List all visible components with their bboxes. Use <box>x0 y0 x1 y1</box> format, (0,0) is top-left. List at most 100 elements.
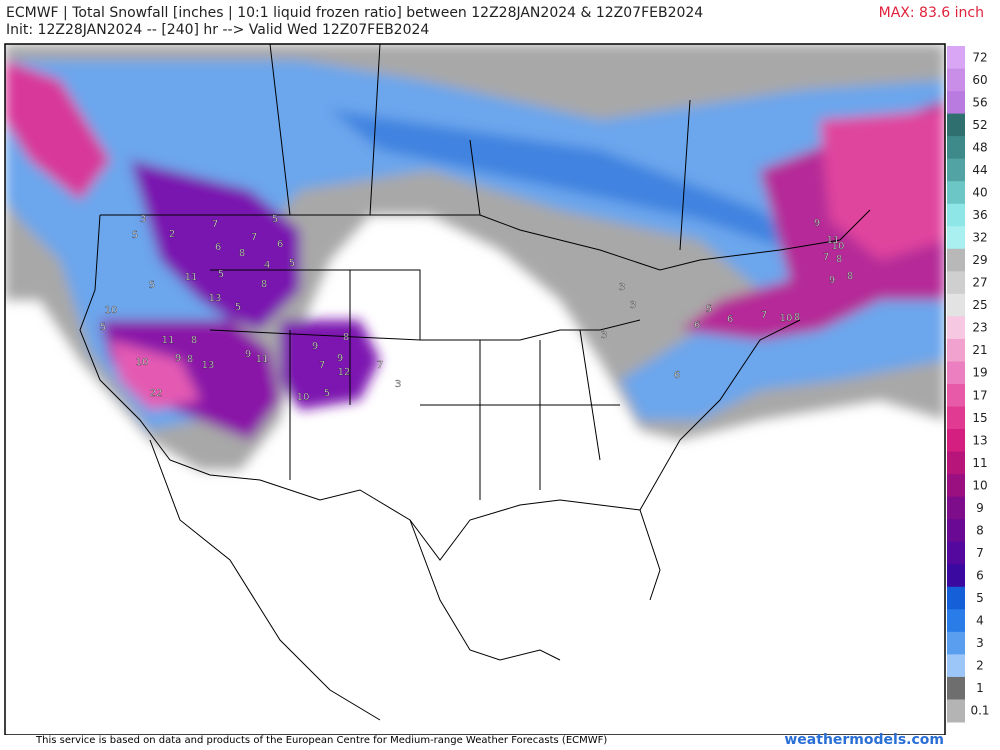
colorbar-swatch <box>947 91 965 115</box>
colorbar-label: 13 <box>972 433 987 447</box>
colorbar-swatch <box>947 181 965 205</box>
snow-field <box>5 44 945 470</box>
colorbar-swatch <box>947 248 965 272</box>
snow-label: 8 <box>794 312 800 323</box>
colorbar-swatch <box>947 158 965 182</box>
snow-label: 6 <box>727 314 733 325</box>
colorbar-label: 60 <box>972 73 987 87</box>
snow-label: 3 <box>619 282 625 293</box>
snow-label: 6 <box>277 239 283 250</box>
snow-label: 5 <box>132 230 138 241</box>
snow-label: 22 <box>150 388 163 399</box>
colorbar-label: 36 <box>972 208 987 222</box>
snow-label: 5 <box>272 214 278 225</box>
snow-label: 9 <box>312 341 318 352</box>
snow-label: 3 <box>395 379 401 390</box>
colorbar-swatch <box>947 316 965 340</box>
colorbar-swatch <box>947 361 965 385</box>
colorbar-label: 44 <box>972 163 987 177</box>
colorbar-swatch <box>947 496 965 520</box>
snow-label: 11 <box>185 272 198 283</box>
snow-label: 11 <box>162 335 175 346</box>
colorbar-swatch <box>947 474 965 498</box>
colorbar-swatch <box>947 429 965 453</box>
colorbar-label: 15 <box>972 411 987 425</box>
boundaries <box>79 44 871 721</box>
colorbar-label: 25 <box>972 298 987 312</box>
snow-label: 5 <box>100 322 106 333</box>
snow-label: 8 <box>343 332 349 343</box>
snow-label: 5 <box>149 280 155 291</box>
colorbar-label: 19 <box>972 366 987 380</box>
snow-label: 12 <box>338 367 351 378</box>
colorbar-label: 5 <box>976 591 984 605</box>
colorbar-swatch <box>947 541 965 565</box>
colorbar-label: 17 <box>972 388 987 402</box>
colorbar-swatch <box>947 293 965 317</box>
colorbar-swatch <box>947 699 965 723</box>
snow-label: 4 <box>264 260 270 271</box>
colorbar-label: 23 <box>972 321 987 335</box>
snow-label: 5 <box>324 388 330 399</box>
colorbar-swatch <box>947 113 965 137</box>
colorbar-label: 11 <box>972 456 987 470</box>
snow-label: 7 <box>251 232 257 243</box>
colorbar-label: 52 <box>972 118 987 132</box>
snow-label: 13 <box>209 293 222 304</box>
colorbar-label: 72 <box>972 50 987 64</box>
colorbar-swatch <box>947 136 965 160</box>
snow-label: 2 <box>169 229 175 240</box>
colorbar-label: 4 <box>976 614 984 628</box>
snow-label: 10 <box>136 357 149 368</box>
colorbar-swatch <box>947 676 965 700</box>
colorbar-label: 7 <box>976 546 984 560</box>
colorbar-swatch <box>947 46 965 70</box>
snow-label: 11 <box>827 235 840 246</box>
snow-label: 9 <box>245 349 251 360</box>
snow-label: 9 <box>814 218 820 229</box>
snow-label: 10 <box>105 305 118 316</box>
snow-label: 10 <box>780 313 793 324</box>
snow-label: 6 <box>694 320 700 331</box>
snow-label: 5 <box>289 258 295 269</box>
colorbar-swatch <box>947 519 965 543</box>
colorbar-swatch <box>947 68 965 92</box>
colorbar-swatch <box>947 451 965 475</box>
snow-label: 7 <box>761 310 767 321</box>
snow-label: 8 <box>261 279 267 290</box>
title: ECMWF | Total Snowfall [inches | 10:1 li… <box>6 5 704 21</box>
colorbar-swatch <box>947 406 965 430</box>
colorbar-label: 40 <box>972 185 987 199</box>
colorbar-swatch <box>947 226 965 250</box>
snow-label: 3 <box>140 214 146 225</box>
colorbar-label: 32 <box>972 231 987 245</box>
snow-label: 6 <box>674 370 680 381</box>
snow-label: 6 <box>215 242 221 253</box>
init-line: Init: 12Z28JAN2024 -- [240] hr --> Valid… <box>6 22 430 38</box>
snow-label: 11 <box>256 354 269 365</box>
snow-label: 8 <box>239 248 245 259</box>
colorbar-swatch <box>947 609 965 633</box>
snow-label: 9 <box>337 353 343 364</box>
snow-label: 8 <box>847 271 853 282</box>
snow-label: 5 <box>235 302 241 313</box>
colorbar-swatch <box>947 271 965 295</box>
snow-label: 8 <box>836 254 842 265</box>
snow-label: 7 <box>319 360 325 371</box>
snow-label: 3 <box>630 300 636 311</box>
max-value: MAX: 83.6 inch <box>878 5 984 21</box>
site-link[interactable]: weathermodels.com <box>784 732 944 748</box>
colorbar-label: 27 <box>972 276 987 290</box>
snow-label: 9 <box>829 275 835 286</box>
snow-label: 7 <box>823 252 829 263</box>
snow-label: 13 <box>202 360 215 371</box>
colorbar-swatch <box>947 654 965 678</box>
credit: This service is based on data and produc… <box>36 735 608 746</box>
colorbar-swatch <box>947 338 965 362</box>
colorbar-label: 8 <box>976 523 984 537</box>
colorbar-swatch <box>947 631 965 655</box>
map-frame <box>4 43 946 735</box>
colorbar-label: 10 <box>972 478 987 492</box>
colorbar-swatch <box>947 384 965 408</box>
